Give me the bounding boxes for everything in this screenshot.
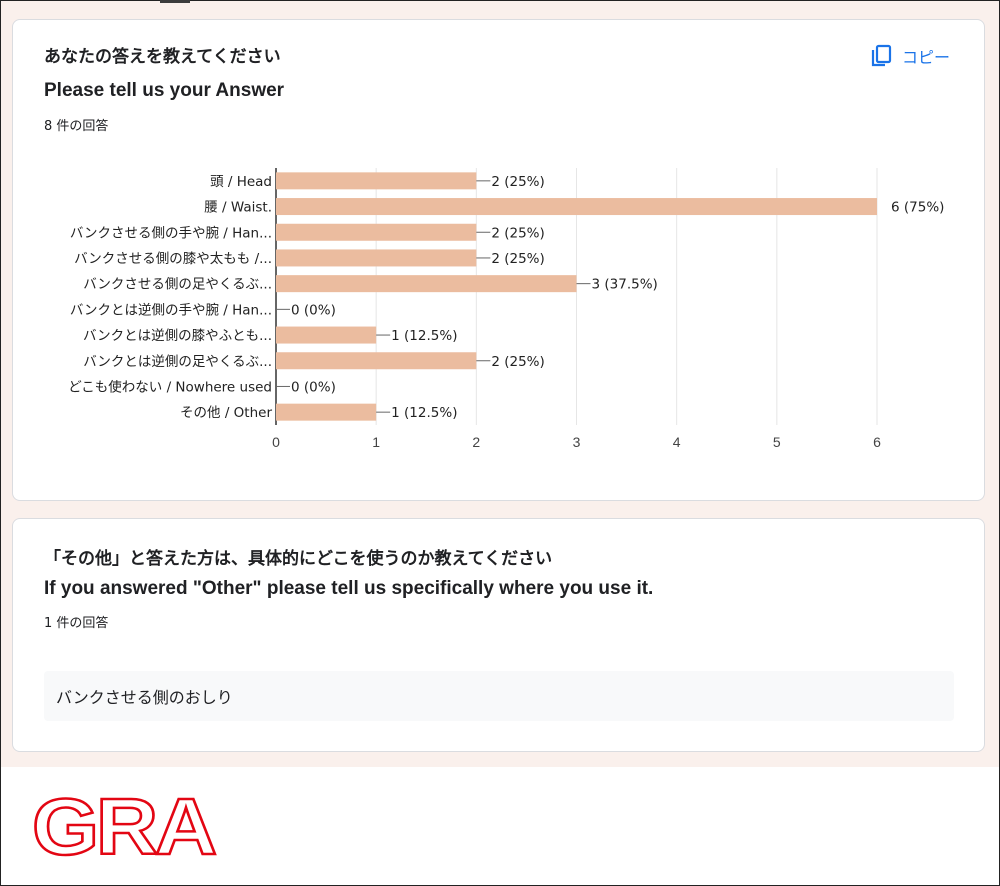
value-label: 0 (0%) [291,302,336,318]
value-label: 1 (12.5%) [391,328,457,344]
x-tick-label: 4 [673,434,681,450]
x-tick-label: 0 [272,434,280,450]
bar [276,198,877,216]
gra-logo: GRA [32,790,220,862]
question-subtitle: Please tell us your Answer [44,80,285,101]
copy-label: コピー [901,48,950,67]
question-subtitle: If you answered "Other" please tell us s… [44,578,654,599]
category-label: バンクとは逆側の足やくるぶ... [83,354,272,370]
question-card-chart: あなたの答えを教えてください Please tell us your Answe… [12,19,985,501]
response-count: 8 件の回答 [44,119,109,134]
bar [276,275,577,293]
value-label: 6 (75%) [891,200,944,216]
bar [276,223,477,241]
value-label: 3 (37.5%) [592,277,658,293]
response-item: バンクさせる側のおしり [44,671,954,721]
category-label: 腰 / Waist. [204,200,272,216]
copy-icon [870,44,892,68]
question-card-other: 「その他」と答えた方は、具体的にどこを使うのか教えてください If you an… [12,518,985,752]
question-title: あなたの答えを教えてください [44,47,281,67]
x-tick-label: 3 [573,434,581,450]
top-edge-mark [160,0,190,3]
value-label: 2 (25%) [491,251,544,267]
value-label: 0 (0%) [291,379,336,395]
x-tick-label: 2 [472,434,480,450]
category-label: バンクさせる側の膝や太もも /... [74,251,272,267]
category-label: バンクさせる側の手や腕 / Han... [70,225,272,241]
response-text: バンクさせる側のおしり [56,688,233,707]
x-tick-label: 6 [873,434,881,450]
category-label: どこも使わない / Nowhere used [68,378,272,395]
value-label: 2 (25%) [491,174,544,190]
question-title: 「その他」と答えた方は、具体的にどこを使うのか教えてください [44,549,553,569]
category-label: 頭 / Head [210,174,272,190]
bar [276,249,477,267]
category-label: バンクさせる側の足やくるぶ... [83,277,272,293]
category-label: バンクとは逆側の手や腕 / Han... [70,302,272,318]
copy-chart-button[interactable]: コピー [870,44,950,68]
response-count: 1 件の回答 [44,616,109,631]
bar [276,403,377,421]
value-label: 2 (25%) [491,354,544,370]
logo-text: GRA [32,790,215,862]
value-label: 1 (12.5%) [391,405,457,421]
bar-chart: 0 1 2 3 4 5 6 頭 / Head 2 (25%) 腰 / Waist. 6 (75%) バ… [68,168,944,450]
x-tick-label: 5 [773,434,781,450]
x-tick-label: 1 [372,434,380,450]
bar [276,326,377,344]
category-label: バンクとは逆側の膝やふとも... [83,328,272,344]
category-label: その他 / Other [180,405,272,421]
bar [276,172,477,190]
value-label: 2 (25%) [491,225,544,241]
bar [276,352,477,370]
